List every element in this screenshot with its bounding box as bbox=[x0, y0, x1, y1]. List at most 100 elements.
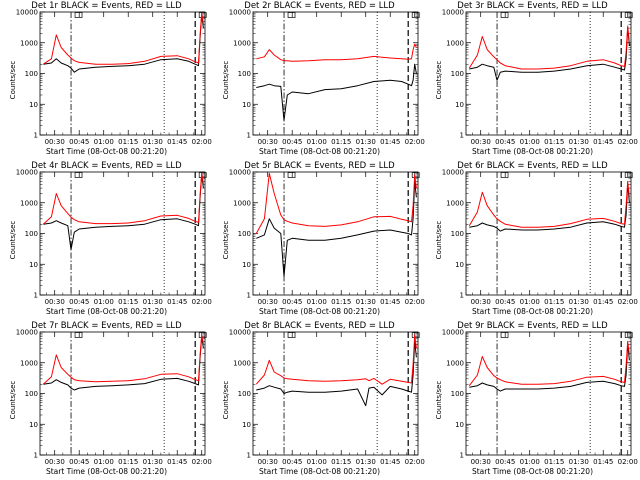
y-tick-label: 100 bbox=[451, 230, 464, 238]
panel-title: Det 8r BLACK = Events, RED = LLD bbox=[244, 321, 395, 331]
top-marker bbox=[74, 172, 83, 178]
panel-plot-8: 1 10 100 1000 10000 00:30 00:45 01:00 01:15 01:30… bbox=[229, 329, 425, 467]
y-tick-label: 1 bbox=[460, 292, 464, 300]
x-tick-label: 01:45 bbox=[593, 138, 613, 146]
panel-title: Det 2r BLACK = Events, RED = LLD bbox=[244, 1, 395, 11]
x-tick-label: 00:45 bbox=[282, 298, 302, 306]
x-tick-label: 00:45 bbox=[69, 298, 89, 306]
x-tick-label: 01:45 bbox=[593, 458, 613, 466]
top-marker bbox=[411, 332, 420, 338]
lld-series-line bbox=[468, 25, 630, 70]
top-marker bbox=[500, 12, 509, 18]
x-tick-label: 00:30 bbox=[258, 298, 278, 306]
x-tick-label: 01:30 bbox=[143, 458, 163, 466]
y-axis-label: Counts/sec bbox=[222, 220, 230, 260]
x-axis-label: Start Time (08-Oct-08 00:21:20) bbox=[45, 307, 168, 316]
y-tick-label: 10000 bbox=[16, 329, 38, 337]
top-marker bbox=[624, 172, 633, 178]
lld-series-line bbox=[468, 180, 630, 228]
x-tick-label: 02:00 bbox=[405, 458, 425, 466]
x-tick-label: 01:15 bbox=[331, 138, 351, 146]
panel-1: 1 10 100 1000 10000 00:30 00:45 01:00 01:15 01:30… bbox=[0, 0, 213, 160]
lld-series-line bbox=[256, 43, 417, 62]
lld-series-line bbox=[468, 340, 630, 387]
y-tick-label: 10000 bbox=[442, 169, 464, 177]
y-axis-label: Counts/sec bbox=[222, 60, 230, 100]
y-tick-label: 10000 bbox=[16, 9, 38, 17]
x-tick-label: 01:30 bbox=[356, 458, 376, 466]
top-marker bbox=[287, 332, 296, 338]
x-tick-label: 01:30 bbox=[143, 298, 163, 306]
x-tick-label: 00:30 bbox=[45, 298, 65, 306]
events-series-line bbox=[256, 340, 417, 407]
y-tick-label: 100 bbox=[25, 70, 38, 78]
x-tick-label: 02:00 bbox=[618, 458, 638, 466]
y-tick-label: 1 bbox=[247, 292, 251, 300]
y-tick-label: 10000 bbox=[229, 9, 251, 17]
x-axis-label: Start Time (08-Oct-08 00:21:20) bbox=[258, 307, 381, 316]
x-tick-label: 01:30 bbox=[569, 458, 589, 466]
plot-frame bbox=[39, 331, 206, 456]
panel-plot-9: 1 10 100 1000 10000 00:30 00:45 01:00 01:15 01:30… bbox=[442, 329, 638, 467]
x-tick-label: 01:30 bbox=[356, 138, 376, 146]
lld-series-line bbox=[42, 172, 204, 225]
plot-frame bbox=[252, 331, 419, 456]
y-tick-label: 10 bbox=[455, 261, 464, 269]
plot-frame bbox=[465, 331, 632, 456]
x-tick-label: 01:15 bbox=[118, 138, 138, 146]
y-tick-label: 1000 bbox=[233, 199, 251, 207]
y-axis-label: Counts/sec bbox=[435, 220, 443, 260]
panel-title: Det 6r BLACK = Events, RED = LLD bbox=[457, 161, 608, 171]
y-tick-label: 10 bbox=[242, 421, 251, 429]
y-tick-label: 100 bbox=[25, 230, 38, 238]
y-axis-label: Counts/sec bbox=[435, 380, 443, 420]
panel-6: 1 10 100 1000 10000 00:30 00:45 01:00 01:15 01:30… bbox=[426, 160, 639, 320]
events-series-line bbox=[43, 174, 204, 251]
x-tick-label: 02:00 bbox=[192, 458, 212, 466]
y-tick-label: 10000 bbox=[16, 169, 38, 177]
plot-frame bbox=[39, 11, 206, 136]
panel-plot-2: 1 10 100 1000 10000 00:30 00:45 01:00 01:15 01:30… bbox=[229, 9, 425, 147]
x-axis-label: Start Time (08-Oct-08 00:21:20) bbox=[471, 147, 594, 156]
x-axis-label: Start Time (08-Oct-08 00:21:20) bbox=[45, 467, 168, 476]
y-tick-label: 10000 bbox=[229, 169, 251, 177]
y-tick-label: 1 bbox=[34, 292, 38, 300]
plot-frame bbox=[252, 171, 419, 296]
top-marker bbox=[624, 332, 633, 338]
x-axis-label: Start Time (08-Oct-08 00:21:20) bbox=[258, 467, 381, 476]
y-tick-label: 10 bbox=[242, 261, 251, 269]
y-axis-label: Counts/sec bbox=[9, 380, 17, 420]
events-series-line bbox=[256, 180, 417, 277]
top-marker bbox=[500, 172, 509, 178]
plot-frame bbox=[465, 171, 632, 296]
x-tick-label: 00:45 bbox=[495, 138, 515, 146]
events-series-line bbox=[43, 14, 204, 73]
y-tick-label: 1000 bbox=[20, 39, 38, 47]
plot-frame bbox=[39, 171, 206, 296]
y-tick-label: 10 bbox=[29, 261, 38, 269]
x-tick-label: 01:45 bbox=[593, 298, 613, 306]
y-tick-label: 10 bbox=[29, 421, 38, 429]
y-axis-label: Counts/sec bbox=[9, 60, 17, 100]
y-tick-label: 100 bbox=[238, 70, 251, 78]
y-tick-label: 10 bbox=[29, 101, 38, 109]
y-tick-label: 100 bbox=[238, 390, 251, 398]
lld-series-line bbox=[255, 334, 417, 385]
y-tick-label: 1000 bbox=[233, 39, 251, 47]
panel-3: 1 10 100 1000 10000 00:30 00:45 01:00 01:15 01:30… bbox=[426, 0, 639, 160]
top-marker bbox=[198, 332, 207, 338]
x-axis-label: Start Time (08-Oct-08 00:21:20) bbox=[258, 147, 381, 156]
x-tick-label: 01:00 bbox=[94, 298, 114, 306]
y-tick-label: 10 bbox=[455, 101, 464, 109]
x-tick-label: 01:30 bbox=[143, 138, 163, 146]
x-tick-label: 00:45 bbox=[69, 458, 89, 466]
panel-plot-3: 1 10 100 1000 10000 00:30 00:45 01:00 01:15 01:30… bbox=[442, 9, 638, 147]
x-tick-label: 01:00 bbox=[307, 138, 327, 146]
panel-7: 1 10 100 1000 10000 00:30 00:45 01:00 01:15 01:30… bbox=[0, 320, 213, 480]
top-marker bbox=[287, 172, 296, 178]
y-tick-label: 1000 bbox=[446, 39, 464, 47]
x-tick-label: 00:30 bbox=[471, 298, 491, 306]
y-tick-label: 10000 bbox=[229, 329, 251, 337]
x-tick-label: 01:45 bbox=[167, 138, 187, 146]
y-tick-label: 1000 bbox=[233, 359, 251, 367]
